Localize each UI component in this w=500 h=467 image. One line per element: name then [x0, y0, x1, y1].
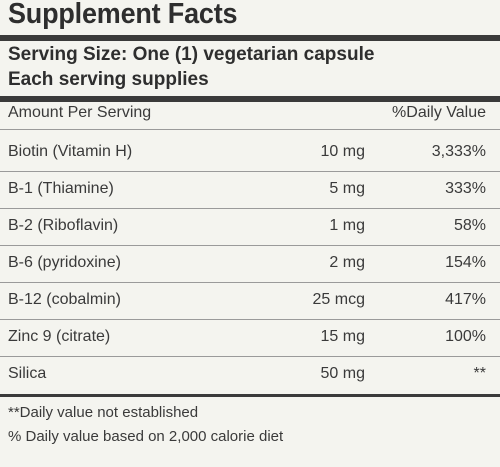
nutrient-amount: 10 mg [320, 143, 365, 160]
footnote-calorie-diet: % Daily value based on 2,000 calorie die… [8, 428, 284, 445]
nutrient-daily-value: 154% [445, 254, 486, 271]
footnote-not-established: **Daily value not established [8, 404, 199, 421]
nutrient-row: B-2 (Riboflavin) 1 mg 58% [0, 209, 500, 245]
nutrient-amount: 2 mg [329, 254, 365, 271]
row-divider [0, 171, 500, 172]
nutrient-amount: 25 mcg [312, 291, 365, 308]
nutrient-name: B-6 (pyridoxine) [8, 254, 121, 271]
row-divider [0, 356, 500, 357]
nutrient-daily-value: 3,333% [431, 143, 486, 160]
nutrient-row: Biotin (Vitamin H) 10 mg 3,333% [0, 135, 500, 171]
serving-divider [0, 96, 500, 102]
nutrient-row: Silica 50 mg ** [0, 357, 500, 393]
nutrient-daily-value: ** [473, 365, 486, 382]
nutrient-amount: 15 mg [320, 328, 365, 345]
each-serving-text: Each serving supplies [8, 69, 209, 90]
nutrient-amount: 5 mg [329, 180, 365, 197]
nutrient-name: Zinc 9 (citrate) [8, 328, 111, 345]
serving-size: Serving Size: One (1) vegetarian capsule [8, 44, 375, 65]
row-divider [0, 208, 500, 209]
nutrient-row: Zinc 9 (citrate) 15 mg 100% [0, 320, 500, 356]
nutrient-name: Silica [8, 365, 47, 382]
nutrient-amount: 50 mg [320, 365, 365, 382]
nutrient-row: B-6 (pyridoxine) 2 mg 154% [0, 246, 500, 282]
daily-value-header: %Daily Value [392, 104, 486, 121]
row-divider [0, 245, 500, 246]
amount-per-serving-header: Amount Per Serving [8, 104, 152, 121]
nutrient-name: B-12 (cobalmin) [8, 291, 121, 308]
row-divider [0, 282, 500, 283]
nutrient-daily-value: 333% [445, 180, 486, 197]
nutrient-name: B-1 (Thiamine) [8, 180, 114, 197]
panel-title: Supplement Facts [8, 0, 238, 30]
footer-divider [0, 394, 500, 397]
nutrient-daily-value: 417% [445, 291, 486, 308]
nutrient-daily-value: 58% [453, 217, 486, 234]
nutrient-row: B-12 (cobalmin) 25 mcg 417% [0, 283, 500, 319]
nutrient-row: B-1 (Thiamine) 5 mg 333% [0, 172, 500, 208]
title-divider [0, 35, 500, 41]
nutrient-amount: 1 mg [329, 217, 365, 234]
nutrient-name: B-2 (Riboflavin) [8, 217, 119, 234]
nutrient-daily-value: 100% [445, 328, 486, 345]
row-divider [0, 319, 500, 320]
nutrient-name: Biotin (Vitamin H) [8, 143, 133, 160]
header-divider [0, 129, 500, 130]
